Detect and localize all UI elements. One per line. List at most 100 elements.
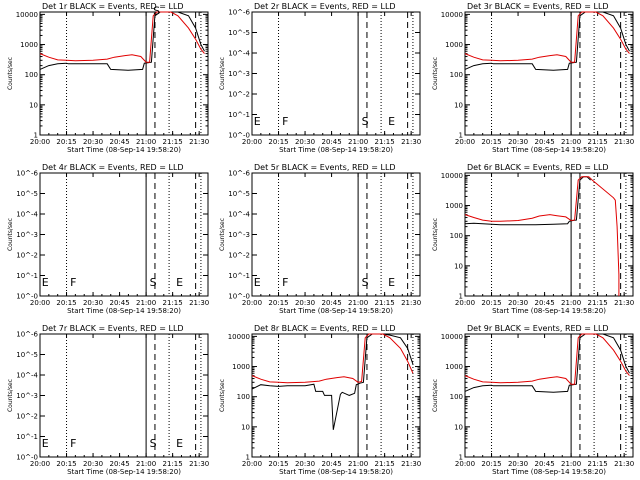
y-tick-label: 10^-6	[16, 331, 38, 339]
panel-title: Det 9r BLACK = Events, RED = LLD	[467, 324, 609, 333]
y-axis-label: Counts/sec	[219, 379, 226, 412]
panel-title: Det 4r BLACK = Events, RED = LLD	[42, 163, 184, 172]
x-tick-label: 21:15	[588, 460, 608, 468]
x-tick-label: 20:00	[30, 138, 50, 146]
x-tick-label: 20:45	[534, 138, 554, 146]
x-tick-label: 21:15	[375, 299, 395, 307]
y-tick-label: 10^-5	[228, 29, 250, 37]
y-tick-label: 10000	[228, 333, 250, 341]
x-tick-label: 21:00	[348, 138, 368, 146]
y-tick-label: 10^-3	[228, 231, 250, 239]
y-tick-label: 10	[29, 101, 38, 109]
interval-marker: E	[388, 276, 395, 289]
x-tick-label: 20:30	[83, 299, 103, 307]
x-tick-label: 21:30	[614, 299, 634, 307]
y-tick-label: 10^-4	[228, 211, 250, 219]
y-tick-label: 10^-0	[16, 293, 38, 301]
interval-marker: E	[254, 276, 261, 289]
y-tick-label: 10	[241, 423, 250, 431]
x-tick-label: 21:15	[375, 460, 395, 468]
y-tick-label: 10^-3	[16, 392, 38, 400]
x-tick-label: 20:00	[455, 138, 475, 146]
x-tick-label: 21:15	[588, 299, 608, 307]
x-axis-label: Start Time (08-Sep-14 19:58:20)	[279, 307, 393, 315]
y-tick-label: 1000	[232, 363, 250, 371]
panel-title: Det 7r BLACK = Events, RED = LLD	[42, 324, 184, 333]
x-tick-label: 20:30	[508, 460, 528, 468]
x-axis-label: Start Time (08-Sep-14 19:58:20)	[279, 468, 393, 476]
interval-marker: S	[150, 276, 157, 289]
x-tick-label: 20:45	[109, 138, 129, 146]
x-tick-label: 20:30	[295, 460, 315, 468]
x-tick-label: 21:00	[348, 460, 368, 468]
interval-marker: E	[42, 276, 49, 289]
x-tick-label: 20:15	[268, 138, 288, 146]
y-tick-label: 10^-5	[16, 190, 38, 198]
y-tick-label: 100	[450, 232, 463, 240]
x-tick-label: 20:15	[56, 299, 76, 307]
series-lld-line	[464, 333, 630, 385]
series-events-line	[464, 176, 591, 226]
y-tick-label: 10000	[441, 333, 463, 341]
x-tick-label: 20:15	[268, 299, 288, 307]
interval-marker: F	[282, 276, 288, 289]
y-tick-label: 100	[450, 71, 463, 79]
x-axis-label: Start Time (08-Sep-14 19:58:20)	[67, 468, 181, 476]
x-tick-label: 20:45	[321, 460, 341, 468]
x-tick-label: 20:00	[30, 460, 50, 468]
x-axis-label: Start Time (08-Sep-14 19:58:20)	[492, 146, 606, 154]
y-tick-label: 10000	[16, 11, 38, 19]
x-tick-label: 21:30	[189, 299, 209, 307]
panel-det-5: Det 5r BLACK = Events, RED = LLD 20:00 20:…	[219, 163, 421, 315]
x-tick-label: 20:15	[56, 460, 76, 468]
x-tick-label: 20:45	[109, 299, 129, 307]
x-tick-label: 20:45	[321, 138, 341, 146]
x-tick-label: 20:15	[56, 138, 76, 146]
x-tick-label: 20:45	[534, 460, 554, 468]
y-axis-label: Counts/sec	[219, 218, 226, 251]
x-tick-label: 21:15	[588, 138, 608, 146]
x-tick-label: 20:30	[508, 138, 528, 146]
series-lld-line	[39, 11, 205, 63]
x-tick-label: 21:15	[375, 138, 395, 146]
plot-frame	[464, 11, 634, 136]
interval-marker: E	[388, 115, 395, 128]
interval-marker: S	[150, 437, 157, 450]
series-lld-line	[464, 11, 630, 63]
y-tick-label: 1000	[445, 363, 463, 371]
interval-marker: F	[70, 437, 76, 450]
panel-title: Det 3r BLACK = Events, RED = LLD	[467, 2, 609, 11]
y-axis-label: Counts/sec	[219, 57, 226, 90]
x-tick-label: 21:30	[401, 299, 421, 307]
y-tick-label: 10^-1	[228, 111, 250, 119]
interval-marker: S	[153, 4, 160, 17]
y-tick-label: 10	[454, 423, 463, 431]
y-tick-label: 10000	[441, 11, 463, 19]
y-tick-label: 10^-5	[16, 351, 38, 359]
y-axis-label: Counts/sec	[432, 57, 439, 90]
x-tick-label: 20:00	[242, 138, 262, 146]
interval-marker: F	[282, 115, 288, 128]
y-tick-label: 10^-6	[16, 170, 38, 178]
series-events-line	[464, 333, 630, 393]
panel-title: Det 2r BLACK = Events, RED = LLD	[254, 2, 396, 11]
y-axis-label: Counts/sec	[7, 379, 14, 412]
x-tick-label: 21:30	[401, 138, 421, 146]
y-tick-label: 10^-1	[16, 433, 38, 441]
y-tick-label: 1	[459, 293, 463, 301]
interval-marker: E	[42, 437, 49, 450]
y-tick-label: 10^-2	[16, 252, 38, 260]
y-tick-label: 10^-0	[16, 454, 38, 462]
y-tick-label: 1	[246, 454, 250, 462]
x-tick-label: 20:45	[109, 460, 129, 468]
y-tick-label: 10^-2	[16, 413, 38, 421]
series-lld-line	[251, 333, 414, 384]
series-events-line	[464, 11, 630, 71]
panel-det-7: Det 7r BLACK = Events, RED = LLD 20:00 20:…	[7, 324, 209, 476]
x-tick-label: 21:30	[189, 460, 209, 468]
x-axis-label: Start Time (08-Sep-14 19:58:20)	[67, 146, 181, 154]
x-tick-label: 21:00	[136, 138, 156, 146]
y-tick-label: 1	[459, 132, 463, 140]
panel-title: Det 6r BLACK = Events, RED = LLD	[467, 163, 609, 172]
plot-frame	[464, 333, 634, 458]
